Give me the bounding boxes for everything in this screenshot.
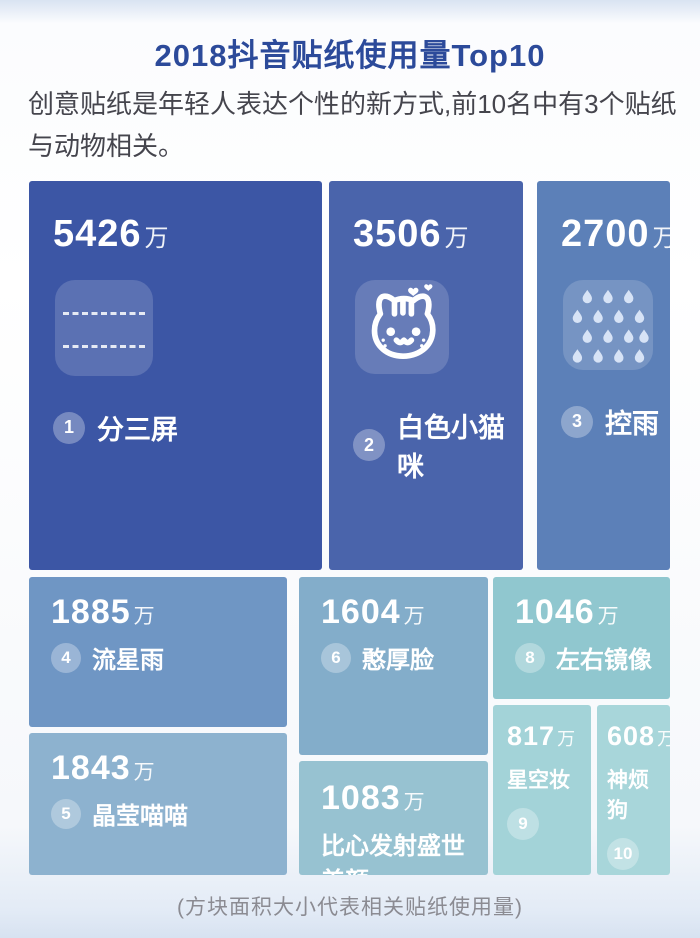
sticker-value: 1046 万 (515, 593, 662, 632)
sticker-label: 比心发射盛世美颜 (321, 833, 465, 875)
sticker-value-unit: 万 (652, 225, 670, 252)
sticker-value-number: 1885 (51, 593, 131, 631)
rank-badge: 2 (353, 429, 385, 461)
rank-badge: 5 (51, 798, 81, 829)
dashed-divider (62, 345, 146, 349)
rank-badge: 3 (561, 405, 593, 438)
sticker-value-number: 817 (507, 721, 556, 751)
sticker-value-unit: 万 (403, 791, 425, 814)
rank-badge: 10 (607, 838, 639, 870)
sticker-usage-treemap: 5426 万 1 分三屏 3506 万 (29, 181, 671, 875)
sticker-value: 1083 万 (321, 779, 480, 818)
sticker-label: 左右镜像 (556, 647, 652, 674)
sticker-value-unit: 万 (133, 605, 155, 628)
sticker-value-number: 1843 (51, 749, 131, 787)
treemap-block-rank1: 5426 万 1 分三屏 (29, 181, 322, 570)
sticker-label: 流星雨 (92, 647, 164, 674)
sticker-value-number: 608 (607, 721, 656, 751)
sticker-value-number: 1046 (515, 593, 595, 631)
treemap-block-rank9: 817 万 星空妆 9 (493, 705, 591, 875)
sticker-label: 神烦狗 (607, 769, 649, 822)
sticker-value: 1885 万 (51, 593, 279, 632)
sticker-label: 控雨 (605, 409, 659, 439)
sticker-value-number: 1604 (321, 593, 401, 631)
rain-drops-icon (563, 280, 653, 370)
sticker-label: 憨厚脸 (362, 647, 434, 674)
sticker-value: 817 万 (507, 721, 587, 752)
footnote: (方块面积大小代表相关贴纸使用量) (177, 896, 523, 919)
treemap-block-rank10: 608 万 神烦狗 10 (597, 705, 670, 875)
sticker-label: 分三屏 (97, 415, 178, 445)
sticker-value: 5426 万 (53, 213, 312, 256)
sticker-value-unit: 万 (657, 729, 670, 749)
sticker-value-unit: 万 (144, 225, 169, 252)
rank-badge: 4 (51, 642, 81, 673)
dashed-divider (62, 311, 146, 315)
white-cat-icon (355, 280, 449, 374)
split-three-screens-icon (55, 280, 153, 376)
treemap-block-rank2: 3506 万 2 白色小猫 (329, 181, 523, 570)
sticker-value-number: 3506 (353, 213, 442, 255)
treemap-block-rank6: 1604 万 6 憨厚脸 (299, 577, 488, 755)
rank-badge: 9 (507, 808, 539, 840)
sticker-value-number: 1083 (321, 779, 401, 817)
sticker-value-unit: 万 (403, 605, 425, 628)
sticker-value-unit: 万 (444, 225, 469, 252)
sticker-value: 2700 万 (561, 213, 670, 256)
sticker-label: 晶莹喵喵 (92, 803, 188, 830)
treemap-block-rank5: 1843 万 5 晶莹喵喵 (29, 733, 287, 875)
page-subtitle: 创意贴纸是年轻人表达个性的新方式,前10名中有3个贴纸与动物相关。 (28, 89, 677, 161)
treemap-block-rank7: 1083 万 比心发射盛世美颜 7 (299, 761, 488, 875)
sticker-label: 白色小猫咪 (397, 413, 505, 482)
sticker-value-number: 5426 (53, 213, 142, 255)
sticker-value: 3506 万 (353, 213, 513, 256)
sticker-label: 星空妆 (507, 769, 570, 792)
sticker-value-number: 2700 (561, 213, 650, 255)
treemap-block-rank3: 2700 万 3 控雨 (537, 181, 670, 570)
sticker-value: 608 万 (607, 721, 670, 752)
rank-badge: 8 (515, 642, 545, 673)
sticker-value: 1604 万 (321, 593, 480, 632)
sticker-value-unit: 万 (597, 605, 619, 628)
sticker-value-unit: 万 (557, 729, 576, 749)
page-title: 2018抖音贴纸使用量Top10 (154, 38, 546, 73)
sticker-value-unit: 万 (133, 761, 155, 784)
rank-badge: 1 (53, 411, 85, 444)
rank-badge: 6 (321, 642, 351, 673)
treemap-block-rank8: 1046 万 8 左右镜像 (493, 577, 670, 699)
sticker-value: 1843 万 (51, 749, 279, 788)
treemap-block-rank4: 1885 万 4 流星雨 (29, 577, 287, 727)
